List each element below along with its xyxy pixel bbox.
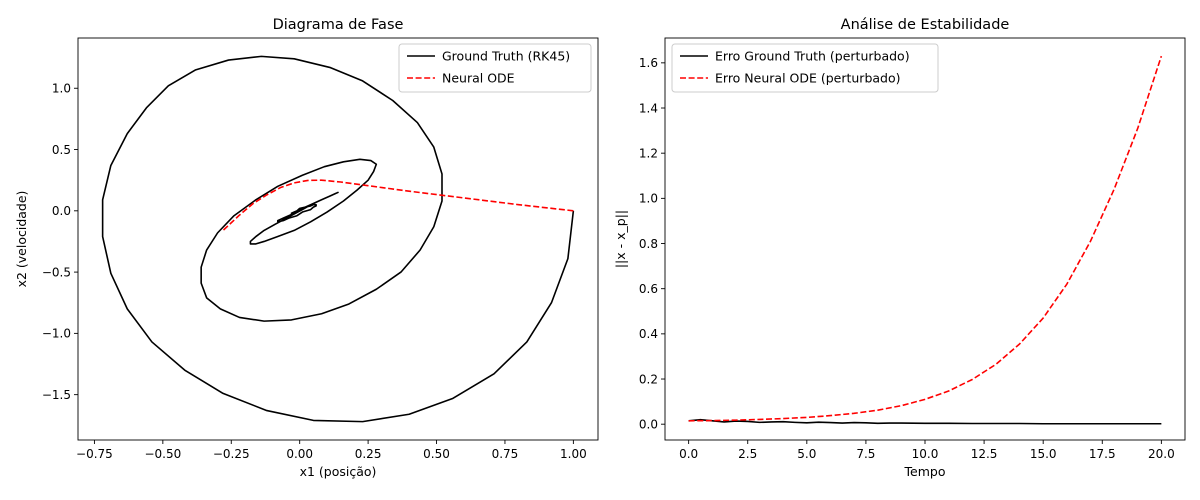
stability-x-tick-label: 17.5 bbox=[1089, 447, 1116, 461]
stability-x-tick-label: 10.0 bbox=[912, 447, 939, 461]
phase-x-tick-label: −0.25 bbox=[213, 447, 250, 461]
stability-y-tick-label: 1.6 bbox=[639, 56, 658, 70]
stability-panel: 0.0 2.5 5.0 7.5 10.0 12.5 15.0 17.5 20.0 0.0 0.2 0.… bbox=[613, 17, 1186, 479]
phase-y-tick-label: 0.5 bbox=[52, 143, 71, 157]
stability-y-tick-label: 0.8 bbox=[639, 237, 658, 251]
stability-x-tick-label: 5.0 bbox=[797, 447, 816, 461]
stability-legend-label-0: Erro Ground Truth (perturbado) bbox=[715, 49, 910, 64]
stability-y-tick-label: 0.2 bbox=[639, 372, 658, 386]
phase-x-tick-label: 1.00 bbox=[560, 447, 587, 461]
phase-legend-label-0: Ground Truth (RK45) bbox=[442, 49, 570, 64]
phase-x-tick-label: −0.50 bbox=[144, 447, 181, 461]
phase-legend-label-1: Neural ODE bbox=[442, 71, 515, 86]
stability-x-tick-label: 0.0 bbox=[679, 447, 698, 461]
phase-legend-box bbox=[398, 43, 592, 93]
stability-y-tick-label: 0.6 bbox=[639, 282, 658, 296]
phase-series-line-1 bbox=[222, 179, 574, 232]
phase-y-tick-label: 0.0 bbox=[52, 204, 71, 218]
stability-legend-box bbox=[671, 43, 939, 93]
phase-diagram-panel: −0.75 −0.50 −0.25 0.00 0.25 0.50 0.75 1.00 −1.5 −… bbox=[14, 17, 599, 479]
stability-y-tick-label: 0.0 bbox=[639, 417, 658, 431]
stability-legend-label-1: Erro Neural ODE (perturbado) bbox=[715, 71, 901, 86]
phase-x-tick-label: 0.75 bbox=[492, 447, 519, 461]
stability-y-tick-label: 1.0 bbox=[639, 192, 658, 206]
phase-x-tick-label: 0.00 bbox=[286, 447, 313, 461]
stability-y-axis-label: ||x - x_p|| bbox=[613, 210, 628, 268]
phase-x-tick-label: −0.75 bbox=[76, 447, 113, 461]
phase-legend: Ground Truth (RK45) Neural ODE bbox=[398, 43, 592, 93]
stability-x-tick-label: 12.5 bbox=[971, 447, 998, 461]
stability-y-tick-label: 1.2 bbox=[639, 146, 658, 160]
stability-plot-area bbox=[665, 38, 1185, 440]
stability-x-axis-label: Tempo bbox=[904, 464, 946, 479]
phase-series-line-0 bbox=[101, 55, 575, 423]
stability-y-tick-label: 0.4 bbox=[639, 327, 658, 341]
phase-y-tick-label: −1.0 bbox=[42, 327, 71, 341]
phase-axes-frame bbox=[77, 37, 599, 441]
stability-x-tick-label: 20.0 bbox=[1148, 447, 1175, 461]
phase-title: Diagrama de Fase bbox=[273, 17, 404, 33]
phase-plot-area bbox=[78, 38, 598, 440]
stability-x-tick-label: 2.5 bbox=[738, 447, 757, 461]
stability-x-tick-label: 15.0 bbox=[1030, 447, 1057, 461]
phase-y-tick-label: 1.0 bbox=[52, 82, 71, 96]
phase-x-tick-label: 0.25 bbox=[355, 447, 382, 461]
phase-y-tick-label: −0.5 bbox=[42, 265, 71, 279]
phase-y-axis-label: x2 (velocidade) bbox=[14, 191, 29, 288]
phase-x-axis-label: x1 (posição) bbox=[300, 464, 377, 479]
stability-series-line-0 bbox=[688, 418, 1162, 425]
phase-y-tick-label: −1.5 bbox=[42, 388, 71, 402]
stability-legend: Erro Ground Truth (perturbado) Erro Neura… bbox=[671, 43, 939, 93]
stability-series-line-1 bbox=[688, 55, 1163, 422]
stability-title: Análise de Estabilidade bbox=[841, 17, 1010, 33]
stability-y-tick-label: 1.4 bbox=[639, 101, 658, 115]
phase-x-tick-label: 0.50 bbox=[423, 447, 450, 461]
stability-x-tick-label: 7.5 bbox=[856, 447, 875, 461]
